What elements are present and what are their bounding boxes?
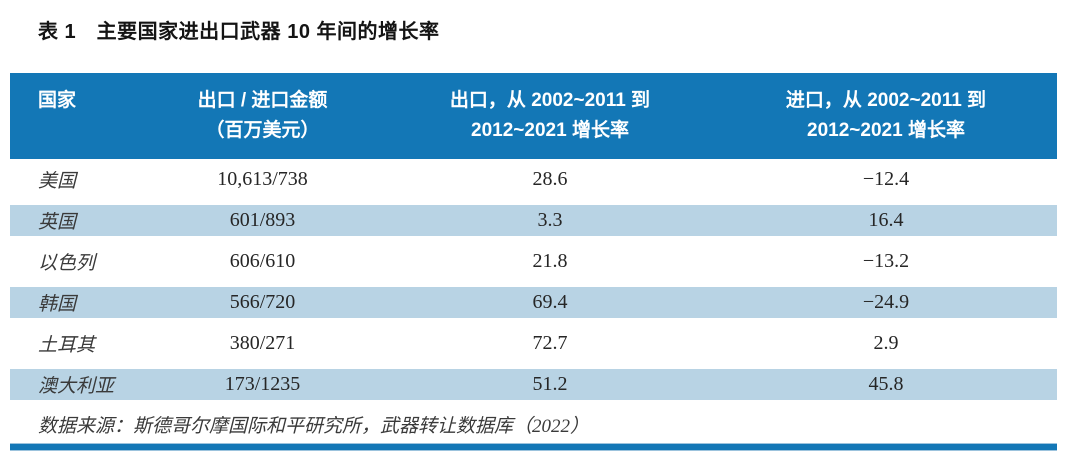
cell-export-growth: 3.3 [385, 200, 715, 241]
cell-import-growth: −12.4 [862, 168, 910, 190]
table-row: 土耳其 380/271 72.7 2.9 [10, 323, 1057, 364]
table-row: 美国 10,613/738 28.6 −12.4 [10, 159, 1057, 200]
cell-export-growth: 72.7 [532, 332, 568, 354]
header-amount: 出口 / 进口金额 （百万美元） [140, 73, 385, 159]
cell-export-growth: 21.8 [532, 250, 568, 272]
cell-import-growth: 2.9 [873, 332, 899, 354]
source-row: 数据来源：斯德哥尔摩国际和平研究所，武器转让数据库（2022） [10, 405, 1057, 443]
cell-country: 土耳其 [38, 335, 96, 356]
table-row: 以色列 606/610 21.8 −13.2 [10, 241, 1057, 282]
cell-amount: 566/720 [140, 282, 385, 323]
header-export-growth: 出口，从 2002~2011 到 2012~2021 增长率 [385, 73, 715, 159]
cell-amount: 10,613/738 [217, 168, 308, 190]
header-row: 国家 出口 / 进口金额 （百万美元） 出口，从 2002~2011 到 201… [10, 73, 1057, 159]
cell-export-growth: 69.4 [385, 282, 715, 323]
cell-amount: 601/893 [140, 200, 385, 241]
cell-amount: 173/1235 [140, 364, 385, 405]
table-row: 澳大利亚 173/1235 51.2 45.8 [10, 364, 1057, 405]
cell-import-growth: 45.8 [715, 364, 1057, 405]
table-header: 国家 出口 / 进口金额 （百万美元） 出口，从 2002~2011 到 201… [10, 73, 1057, 159]
cell-country: 澳大利亚 [10, 364, 140, 405]
table-body: 美国 10,613/738 28.6 −12.4 英国 601/893 3.3 … [10, 159, 1057, 405]
cell-export-growth: 51.2 [385, 364, 715, 405]
table-row: 英国 601/893 3.3 16.4 [10, 200, 1057, 241]
cell-country: 英国 [10, 200, 140, 241]
cell-amount: 380/271 [229, 332, 296, 354]
arms-trade-table: 国家 出口 / 进口金额 （百万美元） 出口，从 2002~2011 到 201… [10, 73, 1057, 443]
table-caption: 表 1 主要国家进出口武器 10 年间的增长率 [38, 21, 440, 43]
table-bottom-rule [10, 443, 1057, 451]
header-country: 国家 [10, 73, 140, 159]
cell-import-growth: −13.2 [862, 250, 910, 272]
table-row: 韩国 566/720 69.4 −24.9 [10, 282, 1057, 323]
cell-country: 美国 [38, 171, 77, 192]
cell-import-growth: −24.9 [715, 282, 1057, 323]
data-source-note: 数据来源：斯德哥尔摩国际和平研究所，武器转让数据库（2022） [38, 415, 590, 437]
cell-amount: 606/610 [229, 250, 296, 272]
cell-import-growth: 16.4 [715, 200, 1057, 241]
table-footer: 数据来源：斯德哥尔摩国际和平研究所，武器转让数据库（2022） [10, 405, 1057, 443]
header-import-growth: 进口，从 2002~2011 到 2012~2021 增长率 [715, 73, 1057, 159]
cell-country: 韩国 [10, 282, 140, 323]
header-country-label: 国家 [38, 90, 77, 111]
cell-export-growth: 28.6 [532, 168, 568, 190]
cell-country: 以色列 [38, 253, 96, 274]
